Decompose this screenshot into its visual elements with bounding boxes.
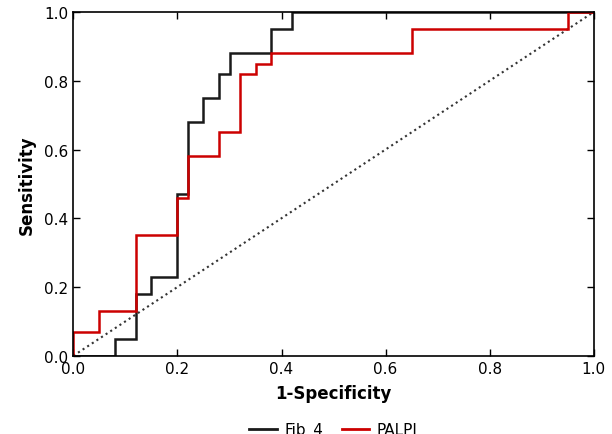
Y-axis label: Sensitivity: Sensitivity: [18, 135, 36, 234]
Legend: Fib_4, PALPI: Fib_4, PALPI: [243, 416, 424, 434]
X-axis label: 1-Specificity: 1-Specificity: [275, 384, 392, 402]
